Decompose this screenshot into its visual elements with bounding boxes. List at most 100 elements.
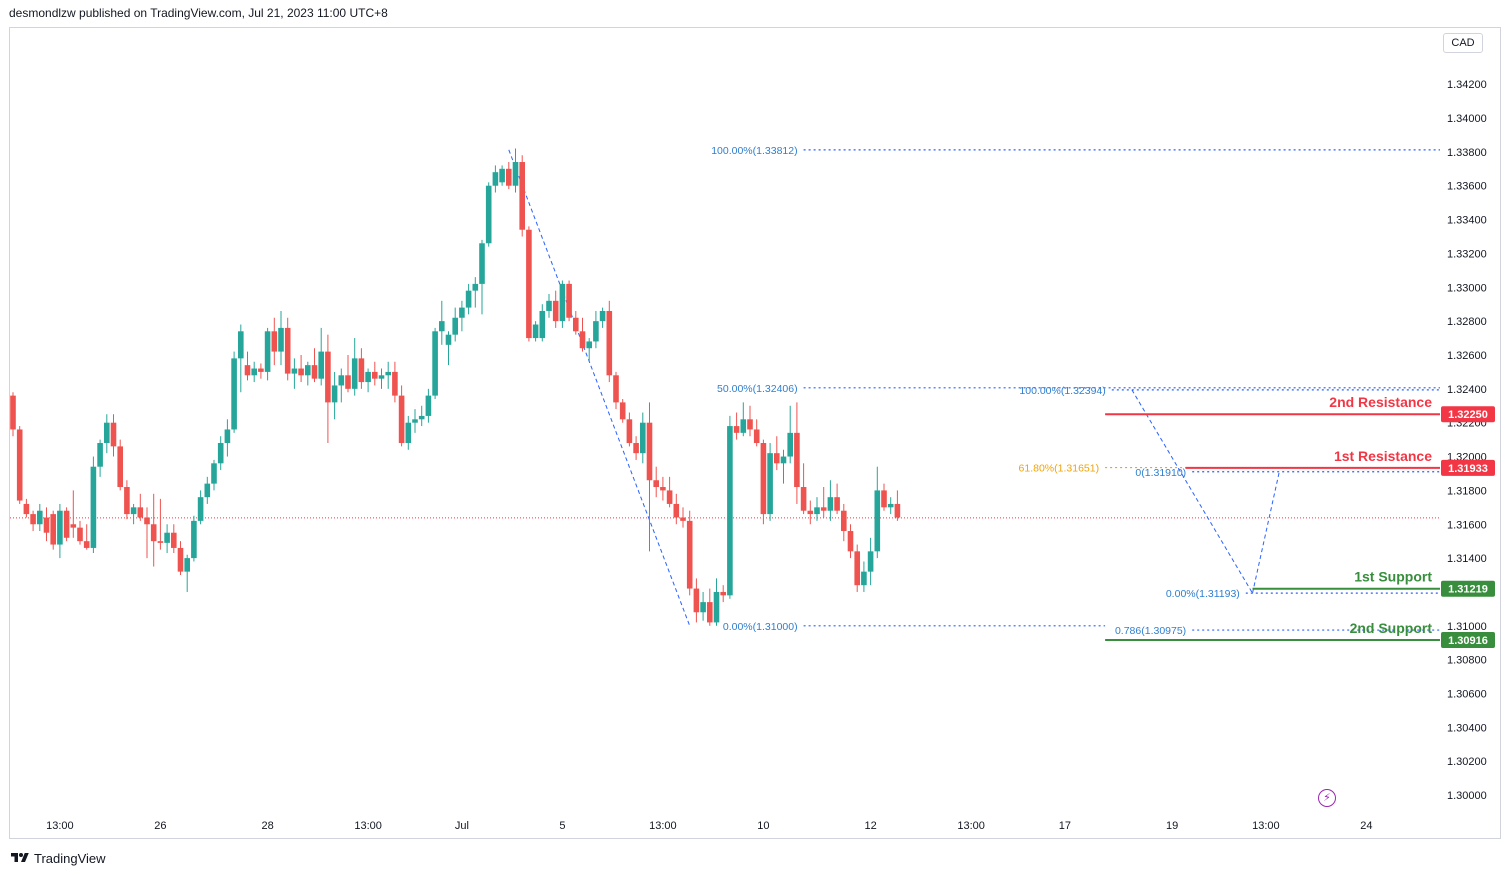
candle-body xyxy=(291,368,298,374)
candle xyxy=(104,414,110,454)
candle xyxy=(331,371,338,420)
candle xyxy=(204,476,211,504)
candle xyxy=(666,476,673,508)
candle-body xyxy=(552,300,559,322)
price-tick-label: 1.34000 xyxy=(1447,113,1487,125)
candle xyxy=(499,165,505,186)
support-label: 1st Support xyxy=(1354,569,1432,585)
candle-body xyxy=(311,365,318,379)
candle-body xyxy=(284,327,291,374)
price-tick-label: 1.33400 xyxy=(1447,215,1487,227)
candle-body xyxy=(794,432,800,488)
price-tick-label: 1.33000 xyxy=(1447,282,1487,294)
candle-body xyxy=(264,331,271,372)
currency-button[interactable]: CAD xyxy=(1443,33,1483,53)
candle-body xyxy=(787,432,793,457)
candle xyxy=(492,165,499,193)
price-tag-bg xyxy=(1441,632,1495,649)
candle xyxy=(439,300,445,345)
candle xyxy=(251,361,257,383)
candle-body xyxy=(10,395,16,430)
lightning-icon[interactable]: ⚡ xyxy=(1318,789,1336,807)
candle-body xyxy=(887,503,894,508)
candle xyxy=(820,487,827,518)
candle-body xyxy=(418,415,425,420)
candle xyxy=(405,415,412,450)
candle-body xyxy=(90,466,97,548)
candle-body xyxy=(479,243,485,284)
price-tag-text: 1.32250 xyxy=(1448,409,1488,421)
candle xyxy=(432,327,438,399)
candle-body xyxy=(499,168,505,183)
candle-body xyxy=(740,419,747,433)
candle-body xyxy=(606,310,613,376)
fib-level-label: 100.00%(1.32394) xyxy=(1019,385,1105,397)
candle-body xyxy=(83,541,90,548)
candle-body xyxy=(800,487,807,511)
candle xyxy=(707,588,713,626)
candle-body xyxy=(532,324,539,339)
candle xyxy=(867,537,874,586)
candle xyxy=(459,300,465,332)
candle-body xyxy=(16,429,23,501)
candle-body xyxy=(673,503,680,518)
time-axis: 13:00 26 28 13:00 Jul 5 13:00 10 12 13:00 17 19 13:0… xyxy=(46,820,1372,832)
candle-body xyxy=(104,422,110,444)
fib-level-label: 0(1.31910) xyxy=(1135,467,1186,479)
candle xyxy=(130,503,137,525)
candle xyxy=(546,294,552,318)
candle xyxy=(573,310,579,335)
price-tick-label: 1.32600 xyxy=(1447,350,1487,362)
candle xyxy=(887,497,894,515)
candle-body xyxy=(586,341,592,349)
candle-body xyxy=(238,331,244,359)
candle xyxy=(305,361,311,386)
candle xyxy=(445,331,452,366)
time-tick-label: 12 xyxy=(864,820,876,832)
price-tag-bg xyxy=(1441,580,1495,597)
candle-body xyxy=(191,520,197,559)
chart-frame[interactable] xyxy=(9,27,1501,839)
candle-body xyxy=(124,487,130,515)
candle-body xyxy=(713,591,720,623)
candle xyxy=(753,419,760,447)
time-tick-label: 13:00 xyxy=(649,820,677,832)
candle xyxy=(526,226,532,342)
candle-body xyxy=(70,524,77,528)
candle-body xyxy=(579,331,586,349)
candle-body xyxy=(834,497,840,511)
candle xyxy=(680,507,686,528)
candle xyxy=(63,507,70,542)
candle xyxy=(452,307,458,342)
candle-body xyxy=(97,443,103,467)
price-tag: 1.31219 xyxy=(1441,580,1495,597)
candle xyxy=(325,334,331,444)
candle xyxy=(559,280,566,328)
candle-body xyxy=(700,602,706,613)
price-tag: 1.30916 xyxy=(1441,632,1495,649)
support-label: 2nd Support xyxy=(1350,620,1433,636)
candle xyxy=(579,317,586,352)
candle xyxy=(197,490,204,525)
time-tick-label: 28 xyxy=(261,820,273,832)
candle-body xyxy=(512,162,519,186)
time-tick-label: 13:00 xyxy=(354,820,382,832)
candle-body xyxy=(546,300,552,311)
time-tick-label: 10 xyxy=(757,820,769,832)
candle-body xyxy=(452,317,458,335)
candle xyxy=(298,354,304,383)
candle xyxy=(157,498,164,550)
candle xyxy=(613,371,619,410)
price-tag: 1.31933 xyxy=(1441,459,1495,476)
candle xyxy=(264,327,271,381)
candle xyxy=(814,497,820,521)
candle xyxy=(506,162,512,190)
candle xyxy=(653,466,659,498)
candle xyxy=(599,307,606,328)
candle-body xyxy=(680,517,686,521)
candles xyxy=(10,148,901,626)
price-tick-label: 1.30400 xyxy=(1447,722,1487,734)
candle-body xyxy=(244,365,251,376)
candle-body xyxy=(807,510,814,515)
